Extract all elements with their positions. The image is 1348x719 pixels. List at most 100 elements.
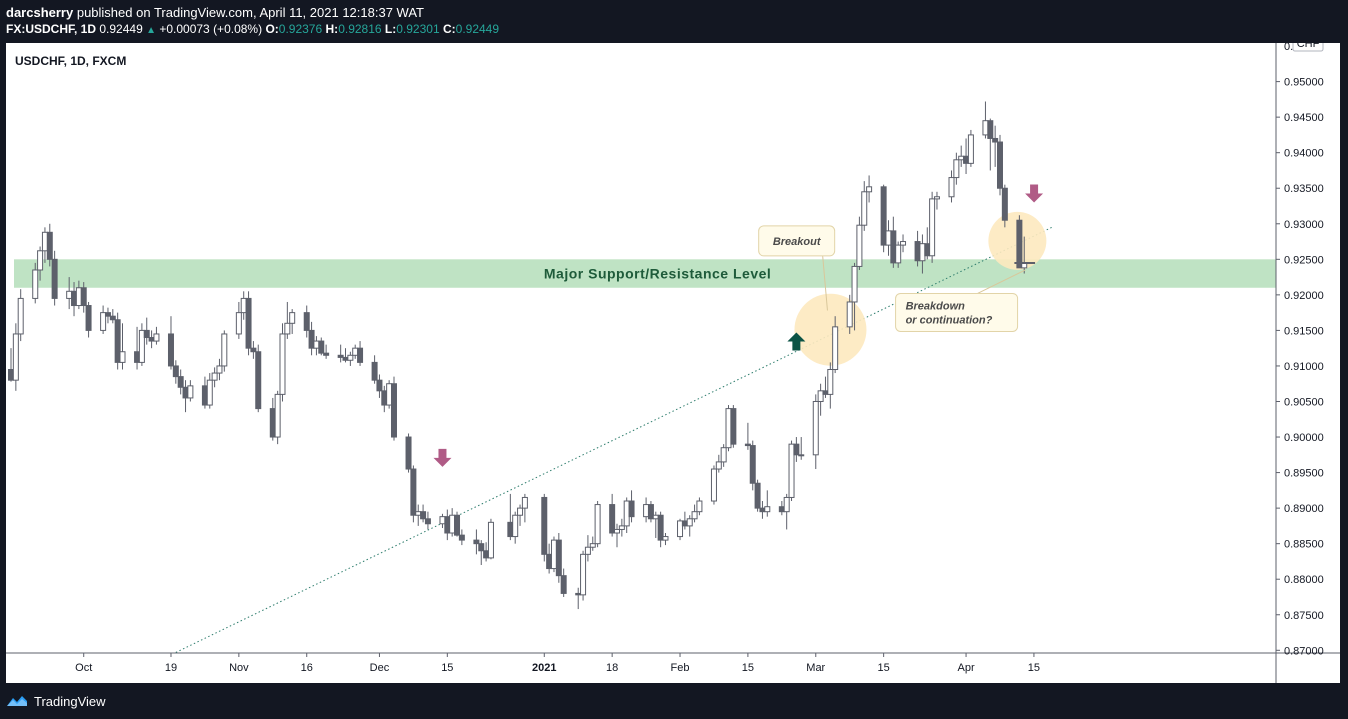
candle-body: [487, 521, 494, 559]
candle-body: [37, 250, 44, 271]
time-tick-label: 15: [742, 662, 754, 674]
price-tick-label: 0.89000: [1284, 503, 1324, 515]
time-tick-label: Mar: [806, 662, 825, 674]
candle-body: [846, 301, 853, 328]
candle-body: [41, 231, 48, 252]
candle-body: [720, 447, 727, 463]
candle-body: [420, 511, 427, 520]
candle-body: [454, 514, 461, 536]
candle-body: [933, 196, 940, 200]
candle-body: [861, 191, 868, 226]
candle-body: [555, 539, 562, 577]
candle-body: [313, 340, 320, 349]
candle-body: [269, 408, 276, 438]
time-tick-label: Dec: [370, 662, 390, 674]
candle-body: [114, 319, 121, 363]
candle-body: [119, 351, 126, 363]
breakout-callout-box: [758, 225, 836, 257]
candle-body: [924, 243, 931, 257]
candle-body: [206, 379, 213, 406]
candle-body: [575, 592, 582, 596]
price-tick-label: 0.88500: [1284, 539, 1324, 551]
candle-body: [618, 525, 625, 530]
candle-body: [12, 333, 19, 381]
tradingview-footer[interactable]: TradingView: [6, 692, 106, 710]
candle-body: [342, 356, 349, 361]
candle-body: [211, 372, 218, 381]
open-value: 0.92376: [278, 22, 323, 36]
time-tick-label: 15: [441, 662, 453, 674]
candle-body: [187, 385, 194, 399]
candle-body: [148, 337, 155, 342]
candles-group: [8, 101, 1028, 610]
candle-body: [798, 454, 805, 457]
candle-body: [812, 400, 819, 456]
candle-body: [948, 177, 955, 198]
candle-body: [483, 550, 490, 559]
candle-body: [953, 159, 960, 179]
price-axis[interactable]: [1276, 43, 1340, 683]
down-arrow-december-icon: [433, 448, 452, 467]
candle-body: [274, 393, 281, 438]
chart-background: [6, 43, 1340, 683]
candle-body: [517, 507, 524, 516]
currency-label: CHF: [1297, 43, 1320, 50]
candle-body: [710, 468, 717, 502]
candle-body: [560, 575, 567, 594]
published-text: published on TradingView.com, April 11, …: [76, 5, 424, 20]
time-tick-label: 15: [1028, 662, 1040, 674]
candle-body: [104, 312, 111, 317]
candle-body: [138, 329, 145, 363]
candle-body: [754, 482, 761, 509]
candle-body: [201, 385, 208, 406]
candle-body: [744, 443, 751, 447]
candle-body: [681, 520, 688, 527]
author-name[interactable]: darcsherry: [6, 5, 74, 20]
candle-body: [143, 329, 150, 339]
candle-body: [75, 287, 82, 307]
candle-body: [856, 224, 863, 267]
zone-label: Major Support/Resistance Level: [544, 266, 771, 282]
candle-body: [8, 369, 14, 381]
price-tick-label: 0.87000: [1284, 645, 1324, 657]
currency-badge[interactable]: [1292, 43, 1324, 52]
continuation-label: or continuation?: [906, 314, 993, 326]
price-tick-label: 0.93500: [1284, 183, 1324, 195]
up-triangle-icon: ▲: [146, 25, 156, 36]
candle-body: [284, 322, 291, 335]
breakdown-label: Breakdown: [906, 300, 966, 312]
low-value: 0.92301: [396, 22, 440, 36]
candle-body: [919, 243, 926, 262]
time-tick-label: 15: [878, 662, 890, 674]
time-tick-label: Feb: [671, 662, 690, 674]
candle-body: [696, 500, 703, 513]
candle-body: [444, 516, 451, 534]
price-change: +0.00073 (+0.08%): [159, 22, 263, 36]
price-chart[interactable]: Major Support/Resistance Level Breakout B…: [6, 43, 1340, 683]
time-tick-label: 2021: [532, 662, 556, 674]
candle-body: [405, 436, 412, 470]
candle-body: [662, 536, 669, 541]
candle-body: [71, 290, 78, 307]
price-tick-label: 0.88000: [1284, 574, 1324, 586]
candle-body: [652, 514, 659, 520]
candle-body: [347, 354, 354, 361]
candle-body: [177, 376, 184, 388]
close-value: 0.92449: [455, 22, 500, 36]
candle-body: [541, 496, 548, 555]
candle-body: [1016, 219, 1023, 269]
ohlc-legend: FX:USDCHF, 1D 0.92449 ▲ +0.00073 (+0.08%…: [6, 22, 499, 36]
candle-body: [958, 155, 965, 161]
close-label: C:: [442, 22, 456, 36]
candle-body: [100, 312, 107, 331]
candle-body: [410, 468, 417, 516]
breakdown-callout-box: [895, 292, 1019, 332]
candle-body: [992, 137, 999, 143]
candle-body: [764, 506, 771, 513]
support-resistance-zone: [14, 259, 1276, 288]
candle-body: [376, 379, 383, 392]
candle-body: [832, 326, 839, 371]
candle-body: [827, 369, 834, 395]
candle-body: [987, 120, 994, 139]
candle-body: [255, 351, 262, 410]
